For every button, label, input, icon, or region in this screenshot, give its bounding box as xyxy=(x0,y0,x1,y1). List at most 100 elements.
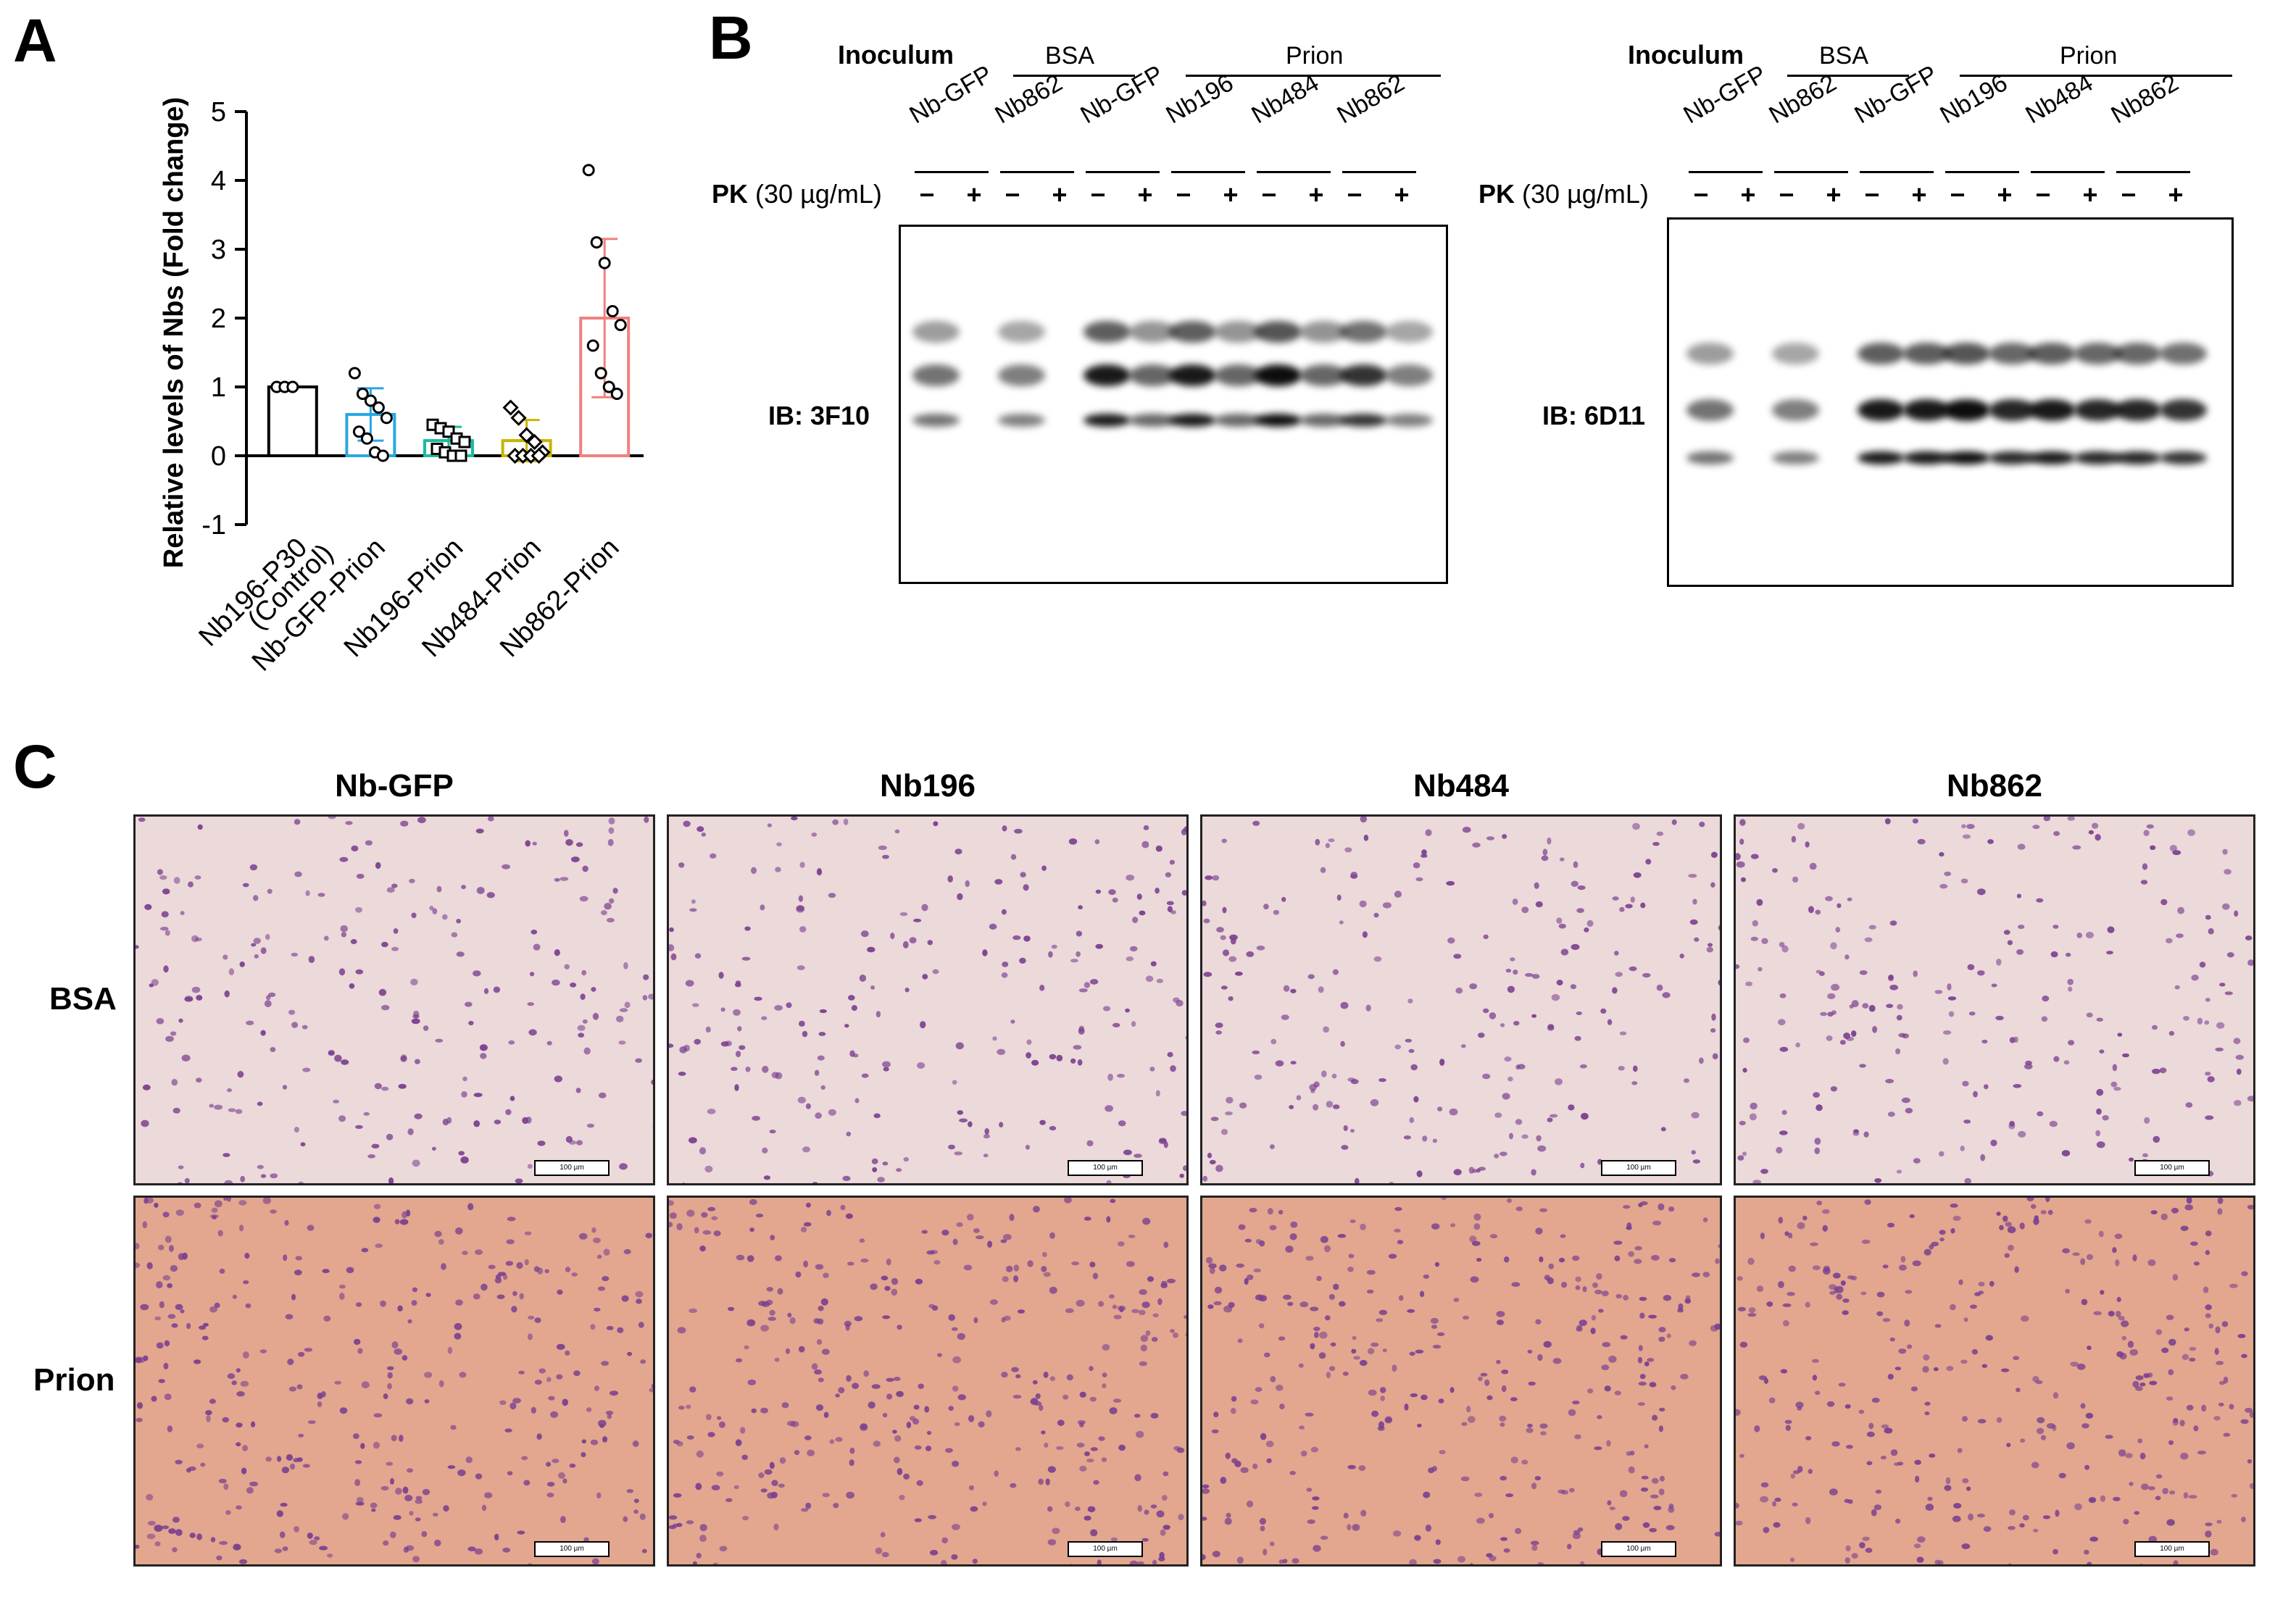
nucleus xyxy=(259,1349,267,1354)
nucleus xyxy=(570,983,577,988)
nucleus xyxy=(1978,1290,1984,1295)
nucleus xyxy=(1075,1506,1081,1511)
nucleus xyxy=(822,1493,830,1498)
nucleus xyxy=(2205,1313,2211,1319)
nucleus xyxy=(1112,1022,1120,1027)
nucleus xyxy=(504,1428,512,1432)
nucleus xyxy=(1812,1359,1819,1363)
nucleus xyxy=(1123,1149,1132,1156)
nucleus xyxy=(2005,1222,2012,1227)
nucleus xyxy=(456,919,461,924)
nucleus xyxy=(1779,993,1787,998)
nucleus xyxy=(1496,1359,1501,1364)
nucleus xyxy=(778,1483,785,1488)
lane-label: Nb196 xyxy=(1935,69,2013,130)
nucleus xyxy=(1480,1372,1488,1377)
nucleus xyxy=(2114,1233,2123,1239)
nucleus xyxy=(689,1308,697,1313)
column-header: Nb196 xyxy=(879,768,976,804)
nucleus xyxy=(178,1018,183,1023)
protein-band xyxy=(1989,343,2036,364)
nucleus xyxy=(1202,900,1207,906)
nucleus xyxy=(1853,1129,1859,1133)
nucleus xyxy=(1435,1539,1441,1546)
nucleus xyxy=(554,877,560,882)
nucleus xyxy=(948,1406,954,1411)
nucleus xyxy=(1228,996,1234,1001)
protein-band xyxy=(1255,414,1302,427)
nucleus xyxy=(1247,1275,1254,1280)
nucleus xyxy=(1483,934,1489,940)
nucleus xyxy=(2168,1369,2174,1375)
pk-plus: + xyxy=(1997,180,2013,209)
nucleus xyxy=(948,1314,955,1321)
nucleus xyxy=(171,1079,178,1086)
y-tick-label: 5 xyxy=(211,97,226,128)
nucleus xyxy=(2066,952,2071,957)
nucleus xyxy=(2241,1517,2246,1522)
nucleus xyxy=(1872,1025,1878,1033)
nucleus xyxy=(1048,951,1053,958)
nucleus xyxy=(636,1298,642,1304)
nucleus xyxy=(2036,1427,2045,1435)
nucleus xyxy=(1032,1380,1038,1385)
nucleus xyxy=(354,1338,361,1346)
nucleus xyxy=(1619,1031,1627,1035)
nucleus xyxy=(521,1456,528,1461)
nucleus xyxy=(1332,969,1339,975)
nucleus xyxy=(575,1088,581,1093)
nucleus xyxy=(916,1480,923,1486)
nucleus xyxy=(2193,1425,2199,1432)
nucleus xyxy=(323,1315,331,1322)
nucleus xyxy=(945,1448,953,1453)
nucleus xyxy=(882,1315,891,1319)
nucleus xyxy=(407,1128,414,1135)
nucleus xyxy=(209,1104,214,1108)
nucleus xyxy=(1470,1276,1479,1283)
nucleus xyxy=(1141,1538,1149,1542)
nucleus xyxy=(1117,1073,1125,1078)
nucleus xyxy=(818,1032,826,1036)
nucleus xyxy=(1601,1290,1609,1297)
nucleus xyxy=(870,985,875,990)
pk-plus: + xyxy=(1223,180,1239,209)
nucleus xyxy=(1742,1151,1747,1156)
nucleus xyxy=(294,871,302,877)
nucleus xyxy=(517,1530,525,1535)
nucleus xyxy=(1571,880,1578,887)
row-header: Prion xyxy=(33,1362,115,1398)
nucleus xyxy=(954,848,962,855)
nucleus xyxy=(1939,883,1948,889)
nuclei-overlay xyxy=(1736,1198,2253,1564)
row-header: BSA xyxy=(49,981,117,1017)
nucleus xyxy=(1112,1398,1122,1403)
nucleus xyxy=(1651,1255,1660,1261)
nucleus xyxy=(811,833,818,837)
nucleus xyxy=(2009,1509,2016,1516)
nucleus xyxy=(920,1021,926,1029)
nucleus xyxy=(1968,1513,1973,1521)
nucleus xyxy=(1020,872,1026,877)
nucleus xyxy=(1718,980,1720,986)
nucleus xyxy=(1560,948,1569,956)
nucleus xyxy=(2135,1375,2144,1380)
nucleus xyxy=(742,1516,749,1521)
nucleus xyxy=(604,903,612,910)
nucleus xyxy=(2008,1526,2016,1530)
nucleus xyxy=(1209,1267,1215,1275)
nucleus xyxy=(1543,1340,1552,1348)
nucleus xyxy=(921,1230,928,1234)
nucleus xyxy=(2095,834,2101,841)
nucleus xyxy=(1486,1395,1493,1401)
nucleus xyxy=(1534,882,1539,889)
nucleus xyxy=(1606,1440,1611,1447)
nucleus xyxy=(705,1414,712,1420)
nucleus xyxy=(2174,985,2180,990)
nucleus xyxy=(1431,1466,1437,1472)
nucleus xyxy=(1933,1367,1939,1372)
nucleus xyxy=(2014,1266,2019,1273)
nucleus xyxy=(575,842,583,847)
nucleus xyxy=(1220,935,1226,940)
nucleus xyxy=(293,1458,300,1463)
nucleus xyxy=(1339,1301,1346,1307)
